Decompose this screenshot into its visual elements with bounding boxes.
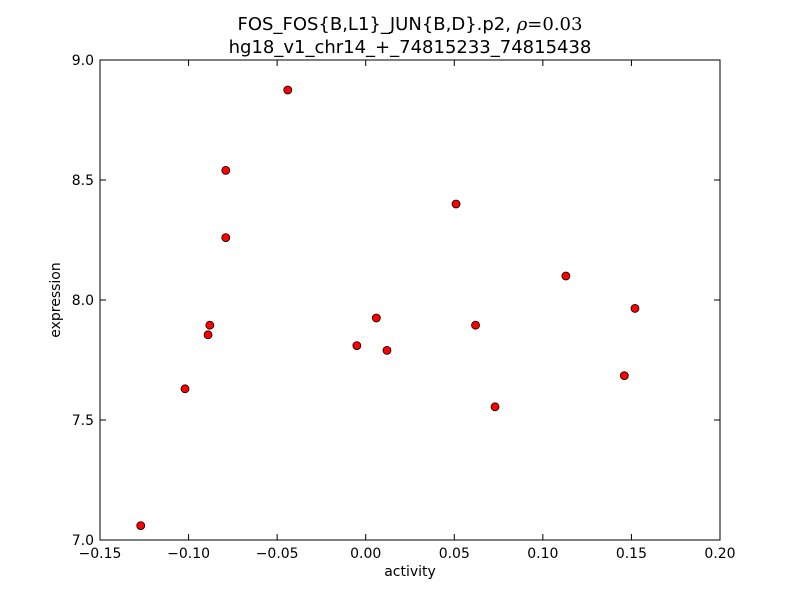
data-point (136, 521, 146, 530)
data-point (561, 271, 571, 281)
data-point (371, 313, 381, 323)
data-point (352, 341, 362, 351)
axis-ticks: −0.15 −0.10 −0.05 0.00 0.05 0.10 0.15 0.20 7.0 7.… (72, 53, 736, 562)
x-tick-label: −0.10 (167, 546, 210, 562)
y-tick-label: 9.0 (72, 53, 94, 69)
y-tick-label: 7.5 (72, 413, 94, 429)
chart-title: FOS_FOS{B,L1}_JUN{B,D}.p2, ρ=0.03 (238, 14, 583, 35)
data-point (283, 85, 293, 95)
data-point (180, 384, 190, 394)
chart-title-rho-value: =0.03 (527, 14, 582, 35)
chart-subtitle: hg18_v1_chr14_+_74815233_74815438 (229, 37, 592, 58)
data-point (221, 233, 231, 243)
x-tick-label: −0.15 (79, 546, 122, 562)
data-point (619, 371, 629, 381)
data-point (203, 330, 213, 340)
chart-title-text: FOS_FOS{B,L1}_JUN{B,D}.p2, (238, 14, 517, 35)
data-points (136, 85, 640, 530)
data-point (205, 320, 215, 330)
chart-title-rho: ρ (516, 14, 528, 35)
data-point (630, 303, 640, 313)
x-tick-label: −0.05 (256, 546, 299, 562)
x-tick-label: 0.05 (439, 546, 470, 562)
data-point (221, 165, 231, 175)
x-axis-label: activity (384, 564, 436, 580)
x-tick-label: 0.10 (527, 546, 558, 562)
y-tick-label: 8.0 (72, 293, 94, 309)
x-tick-label: 0.20 (704, 546, 735, 562)
data-point (471, 320, 480, 330)
y-tick-label: 7.0 (72, 533, 94, 549)
data-point (382, 345, 392, 355)
y-axis-label: expression (48, 262, 64, 338)
data-point (451, 199, 461, 209)
plot-frame (99, 59, 721, 541)
x-tick-label: 0.00 (350, 546, 381, 562)
y-tick-label: 8.5 (72, 173, 94, 189)
data-point (490, 402, 500, 412)
x-tick-label: 0.15 (616, 546, 647, 562)
